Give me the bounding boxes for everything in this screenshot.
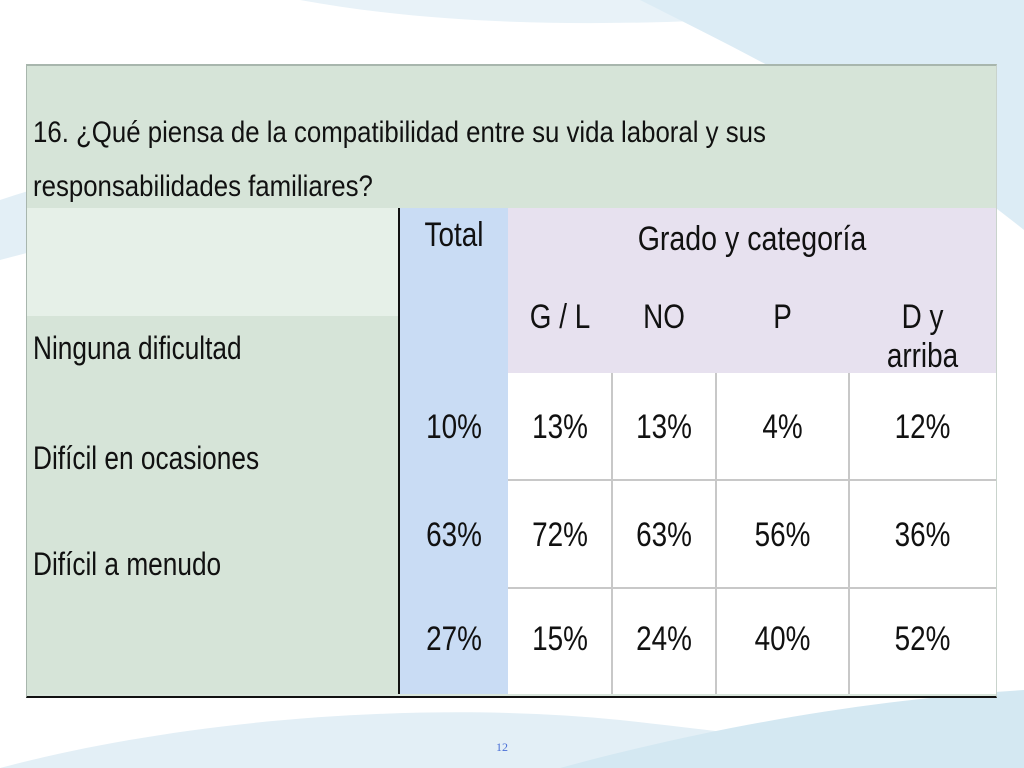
grid-line bbox=[715, 373, 717, 694]
row-label: Difícil a menudo bbox=[33, 546, 222, 582]
total-cell: 10% bbox=[426, 408, 482, 446]
grid-line bbox=[611, 373, 613, 694]
grid-line bbox=[508, 587, 996, 589]
data-cell: 52% bbox=[894, 620, 951, 658]
survey-table: 16. ¿Qué piensa de la compatibilidad ent… bbox=[26, 64, 997, 698]
data-cell: 15% bbox=[532, 620, 588, 658]
data-cell: 40% bbox=[754, 620, 811, 658]
total-header: Total bbox=[424, 216, 484, 254]
row-label: Difícil en ocasiones bbox=[33, 440, 260, 476]
total-cell: 63% bbox=[426, 516, 482, 554]
subheader-gl: G / L bbox=[529, 298, 591, 336]
row-label: Ninguna dificultad bbox=[33, 330, 242, 366]
group-header-block: Grado y categoría G / L NO P D y arriba bbox=[508, 208, 996, 375]
group-header: Grado y categoría bbox=[637, 220, 867, 258]
subheader-no: NO bbox=[643, 298, 685, 336]
data-grid: 13% 13% 4% 12% 72% 63% 56% 36% 15% 24% 4… bbox=[508, 373, 996, 694]
grid-line bbox=[848, 373, 850, 694]
row-label-column: Ninguna dificultad Difícil en ocasiones … bbox=[27, 316, 398, 694]
data-cell: 12% bbox=[894, 408, 951, 446]
data-cell: 24% bbox=[636, 620, 692, 658]
total-cell: 27% bbox=[426, 620, 482, 658]
data-cell: 56% bbox=[754, 516, 811, 554]
question-header: 16. ¿Qué piensa de la compatibilidad ent… bbox=[27, 66, 996, 208]
data-cell: 13% bbox=[532, 408, 588, 446]
subheader-d-y-arriba: D y arriba bbox=[886, 298, 959, 375]
data-cell: 4% bbox=[762, 408, 803, 446]
data-cell: 72% bbox=[532, 516, 588, 554]
data-cell: 36% bbox=[894, 516, 951, 554]
page-number: 12 bbox=[496, 740, 508, 754]
total-column: Total 10% 63% 27% bbox=[398, 208, 510, 694]
question-text: 16. ¿Qué piensa de la compatibilidad ent… bbox=[33, 116, 766, 203]
data-cell: 63% bbox=[636, 516, 692, 554]
data-cell: 13% bbox=[636, 408, 692, 446]
blank-corner-cell bbox=[27, 208, 398, 316]
subheader-p: P bbox=[773, 298, 792, 336]
grid-line bbox=[508, 479, 996, 481]
